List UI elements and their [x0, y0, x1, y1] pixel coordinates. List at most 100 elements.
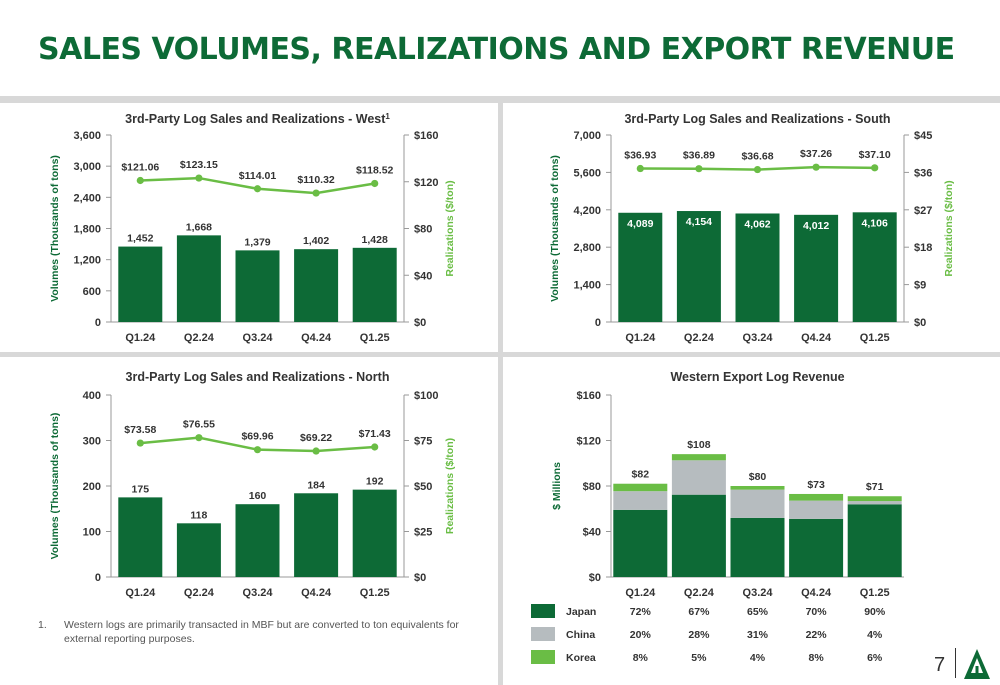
legend-swatch [531, 604, 555, 618]
chart-title: 3rd-Party Log Sales and Realizations - S… [624, 112, 890, 126]
realization-point [371, 443, 379, 451]
y-tick-label: 4,200 [573, 205, 601, 217]
y2-axis-label: Realizations ($/ton) [943, 180, 955, 276]
y2-tick-label: $160 [414, 130, 438, 142]
realization-point [812, 163, 820, 171]
realization-point [195, 434, 203, 442]
stack-segment-korea [613, 483, 668, 492]
y2-tick-label: $36 [914, 167, 932, 179]
bar-value-label: 1,379 [244, 236, 270, 248]
share-label: 6% [867, 652, 883, 664]
realization-label: $71.43 [359, 428, 391, 440]
bar-value-label: 184 [307, 479, 325, 491]
x-tick-label: Q4.24 [301, 587, 332, 599]
y-tick-label: 3,600 [73, 130, 101, 142]
bar [118, 246, 163, 322]
legend-swatch [531, 650, 555, 664]
y2-tick-label: $0 [414, 317, 426, 329]
y-tick-label: $80 [583, 481, 601, 493]
company-logo-icon [964, 649, 990, 679]
bar-value-label: 4,062 [744, 218, 770, 230]
realization-label: $69.96 [241, 431, 273, 443]
x-tick-label: Q3.24 [243, 587, 274, 599]
y-tick-label: $120 [577, 436, 601, 448]
realization-label: $110.32 [297, 174, 335, 186]
y-tick-label: 600 [83, 286, 101, 298]
x-tick-label: Q2.24 [684, 332, 715, 344]
stack-segment-japan [671, 494, 726, 577]
legend-swatch [531, 627, 555, 641]
y2-axis-label: Realizations ($/ton) [444, 438, 456, 534]
stack-segment-china [613, 491, 668, 510]
share-label: 28% [688, 629, 710, 641]
y2-tick-label: $80 [414, 224, 432, 236]
y-tick-label: 1,800 [73, 224, 101, 236]
stack-segment-japan [730, 517, 785, 577]
realization-point [636, 164, 644, 173]
realization-label: $114.01 [239, 170, 277, 182]
legend-label: Japan [566, 606, 596, 618]
bar [176, 235, 221, 322]
share-label: 4% [867, 629, 883, 641]
bar [676, 211, 721, 322]
realization-point [753, 165, 762, 174]
realization-label: $36.93 [624, 150, 656, 162]
x-tick-label: Q1.25 [360, 587, 390, 599]
bar-value-label: 1,402 [303, 235, 329, 247]
bar [852, 212, 897, 322]
realization-point [312, 189, 320, 197]
y2-tick-label: $50 [414, 481, 432, 493]
y-tick-label: 7,000 [573, 130, 601, 142]
share-label: 22% [806, 629, 828, 641]
y-axis-label: Volumes (Thousands of tons) [549, 155, 561, 302]
realization-label: $37.10 [859, 149, 891, 161]
share-label: 90% [864, 606, 886, 618]
realization-point [871, 164, 879, 172]
x-tick-label: Q1.24 [125, 332, 156, 344]
y2-tick-label: $18 [914, 242, 932, 254]
share-label: 72% [630, 606, 652, 618]
bar [618, 212, 663, 322]
realization-point [136, 439, 144, 447]
x-tick-label: Q1.24 [625, 332, 656, 344]
x-tick-label: Q4.24 [801, 587, 832, 599]
y2-tick-label: $25 [414, 527, 432, 539]
stack-segment-china [789, 500, 844, 519]
y-tick-label: $40 [583, 527, 601, 539]
stack-segment-japan [613, 509, 668, 577]
realization-label: $121.06 [121, 162, 159, 174]
x-tick-label: Q2.24 [684, 587, 715, 599]
x-tick-label: Q4.24 [801, 332, 832, 344]
y2-tick-label: $45 [914, 130, 932, 142]
y-tick-label: 5,600 [573, 167, 601, 179]
stack-segment-korea [671, 454, 726, 461]
bar-total-label: $71 [866, 481, 884, 493]
bar-value-label: 118 [190, 509, 207, 521]
realization-label: $36.68 [741, 151, 773, 163]
realization-point [195, 174, 203, 182]
share-label: 8% [809, 652, 825, 664]
y-axis-label: $ Millions [551, 462, 563, 510]
y-tick-label: 3,000 [73, 161, 101, 173]
bar-total-label: $80 [749, 471, 767, 483]
y2-tick-label: $0 [414, 572, 426, 584]
x-tick-label: Q2.24 [184, 587, 215, 599]
y-axis-label: Volumes (Thousands of tons) [49, 413, 61, 560]
share-label: 67% [688, 606, 710, 618]
share-label: 8% [633, 652, 649, 664]
chart-title: 3rd-Party Log Sales and Realizations - N… [126, 370, 390, 384]
realization-point [312, 447, 320, 455]
y-tick-label: 1,200 [73, 255, 101, 267]
realization-point [695, 165, 703, 173]
stack-segment-china [671, 460, 726, 495]
x-tick-label: Q3.24 [743, 332, 774, 344]
y-tick-label: 200 [83, 481, 101, 493]
y2-tick-label: $0 [914, 317, 926, 329]
share-label: 4% [750, 652, 766, 664]
bar [352, 489, 397, 577]
chart-title: Western Export Log Revenue [670, 370, 844, 384]
bar-total-label: $82 [632, 469, 650, 481]
bar [235, 250, 280, 322]
y-tick-label: 2,800 [573, 242, 601, 254]
